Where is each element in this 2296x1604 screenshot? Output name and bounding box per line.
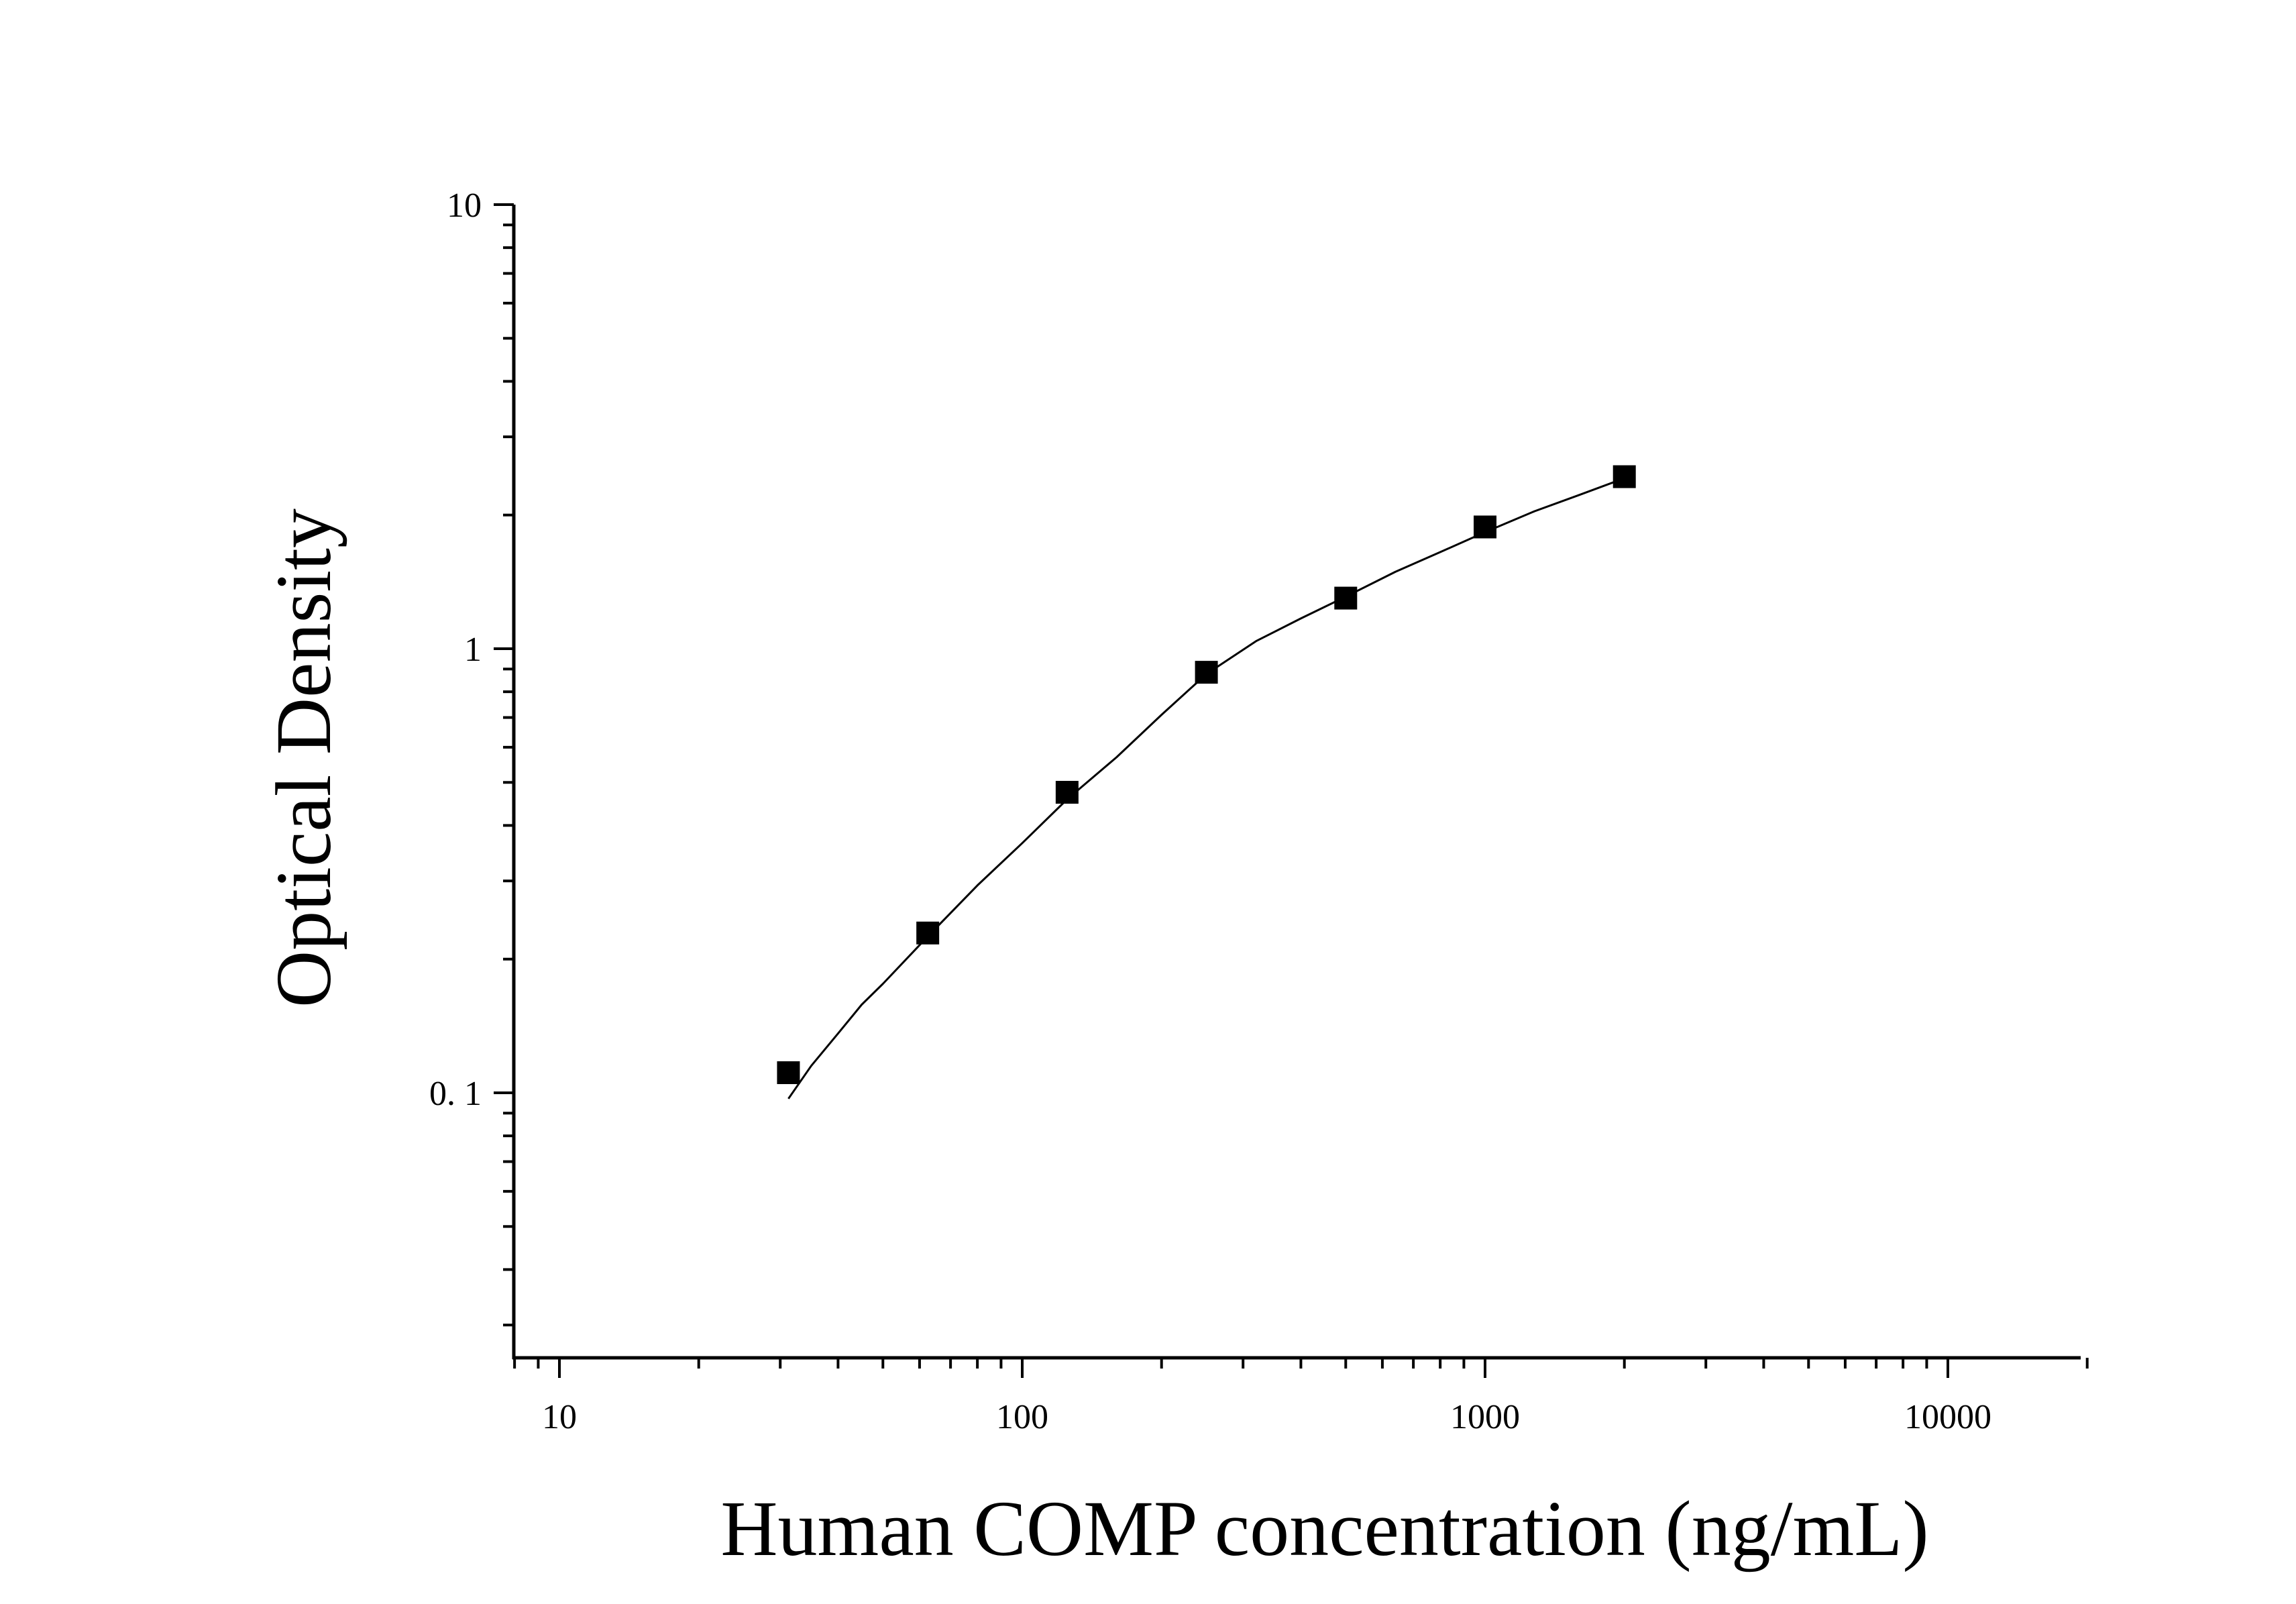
tick-marks	[494, 203, 2089, 1378]
data-point	[1612, 465, 1636, 488]
y-axis-title: Optical Density	[260, 509, 347, 1008]
data-point	[916, 921, 940, 945]
data-point	[1474, 515, 1496, 539]
fit-curve-layer	[787, 477, 1625, 1100]
data-point	[777, 1061, 800, 1084]
data-point	[1334, 586, 1358, 610]
data-point	[1195, 661, 1218, 684]
fit-curve	[787, 477, 1625, 1100]
x-axis-title: Human COMP concentration (ng/mL)	[720, 1485, 1928, 1572]
y-tick-label: 0. 1	[429, 1075, 482, 1113]
x-tick-label: 10	[542, 1398, 577, 1436]
axes	[512, 205, 2081, 1360]
x-tick-label: 100	[996, 1398, 1048, 1436]
tick-labels: 0. 1 1 10 10 100 1000 10000	[429, 186, 1991, 1436]
data-points-layer	[777, 465, 1636, 1084]
y-tick-label: 1	[464, 631, 482, 669]
x-tick-label: 10000	[1904, 1398, 1991, 1436]
data-point	[1055, 781, 1079, 804]
x-tick-label: 1000	[1450, 1398, 1520, 1436]
y-tick-label: 10	[447, 186, 482, 225]
